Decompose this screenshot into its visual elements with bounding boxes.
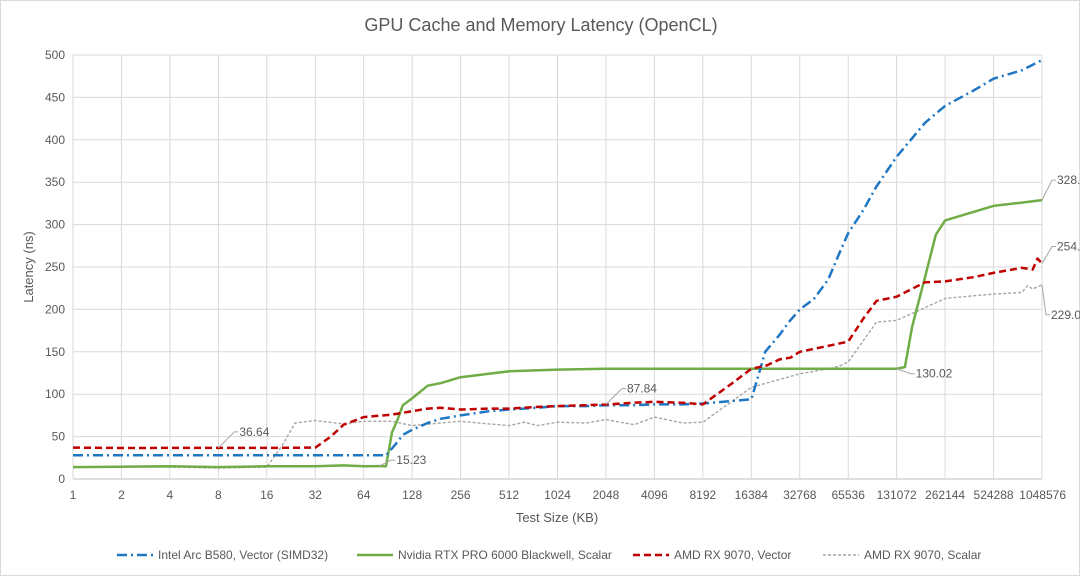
x-tick-label: 128	[402, 488, 422, 502]
x-tick-label: 16	[260, 488, 274, 502]
x-tick-label: 65536	[832, 488, 866, 502]
y-tick-labels: 0 50 100 150 200 250 300 350 400 450 500	[45, 48, 65, 486]
x-tick-label: 8192	[689, 488, 716, 502]
y-tick-label: 450	[45, 90, 65, 104]
x-tick-label: 524288	[974, 488, 1014, 502]
annotation-label: 87.84	[627, 382, 657, 396]
x-tick-label: 2048	[593, 488, 620, 502]
x-tick-label: 2	[118, 488, 125, 502]
annotation-leader	[217, 431, 239, 449]
legend: Intel Arc B580, Vector (SIMD32) Nvidia RT…	[117, 548, 981, 562]
y-tick-label: 400	[45, 133, 65, 147]
x-axis-title: Test Size (KB)	[516, 510, 598, 525]
annotation-label: 130.02	[916, 367, 953, 381]
x-tick-label: 32768	[783, 488, 817, 502]
series-layer	[72, 58, 1043, 469]
y-tick-label: 200	[45, 302, 65, 316]
x-tick-label: 8	[215, 488, 222, 502]
grid-lines	[72, 54, 1043, 480]
x-tick-label: 1048576	[1019, 488, 1066, 502]
annotation-label: 36.64	[239, 425, 269, 439]
annotation-label: 15.23	[396, 453, 426, 467]
legend-label: AMD RX 9070, Scalar	[864, 548, 981, 562]
x-tick-label: 131072	[877, 488, 917, 502]
annotation-label: 229.03	[1051, 308, 1080, 322]
x-tick-label: 256	[451, 488, 471, 502]
x-tick-label: 4	[167, 488, 174, 502]
legend-label: Nvidia RTX PRO 6000 Blackwell, Scalar	[398, 548, 612, 562]
x-tick-label: 16384	[735, 488, 769, 502]
annotation-leader	[1041, 284, 1050, 316]
y-axis-title: Latency (ns)	[21, 231, 36, 303]
x-tick-labels: 1 2 4 8 16 32 64 128 256 512 1024 2048 4096 8192 16384…	[70, 488, 1067, 502]
x-tick-label: 32	[309, 488, 323, 502]
y-tick-label: 500	[45, 48, 65, 62]
x-tick-label: 1	[70, 488, 77, 502]
annotation-leader	[1041, 245, 1056, 264]
series-line-2	[72, 257, 1043, 450]
x-tick-label: 4096	[641, 488, 668, 502]
chart-title: GPU Cache and Memory Latency (OpenCL)	[364, 15, 717, 35]
series-line-3	[73, 284, 1043, 469]
annotation-leader	[1041, 179, 1056, 201]
annotation-label: 328.87	[1057, 173, 1080, 187]
y-tick-label: 0	[58, 472, 65, 486]
y-tick-label: 50	[52, 430, 66, 444]
y-tick-label: 300	[45, 218, 65, 232]
annotation-leader	[605, 388, 626, 405]
legend-label: AMD RX 9070, Vector	[674, 548, 791, 562]
annotation-leader	[379, 459, 396, 467]
y-tick-label: 100	[45, 387, 65, 401]
legend-label: Intel Arc B580, Vector (SIMD32)	[158, 548, 328, 562]
x-tick-label: 64	[357, 488, 371, 502]
y-tick-label: 250	[45, 260, 65, 274]
annotations: 36.64 15.23 87.84 130.02 328.87 254.17 229.03	[217, 173, 1080, 467]
x-tick-label: 1024	[544, 488, 571, 502]
x-tick-label: 512	[499, 488, 519, 502]
annotation-label: 254.17	[1057, 239, 1080, 253]
series-line-0	[73, 58, 1043, 457]
series-line-1	[72, 198, 1043, 469]
y-tick-label: 350	[45, 175, 65, 189]
x-tick-label: 262144	[925, 488, 965, 502]
annotation-leader	[896, 368, 915, 375]
y-tick-label: 150	[45, 345, 65, 359]
